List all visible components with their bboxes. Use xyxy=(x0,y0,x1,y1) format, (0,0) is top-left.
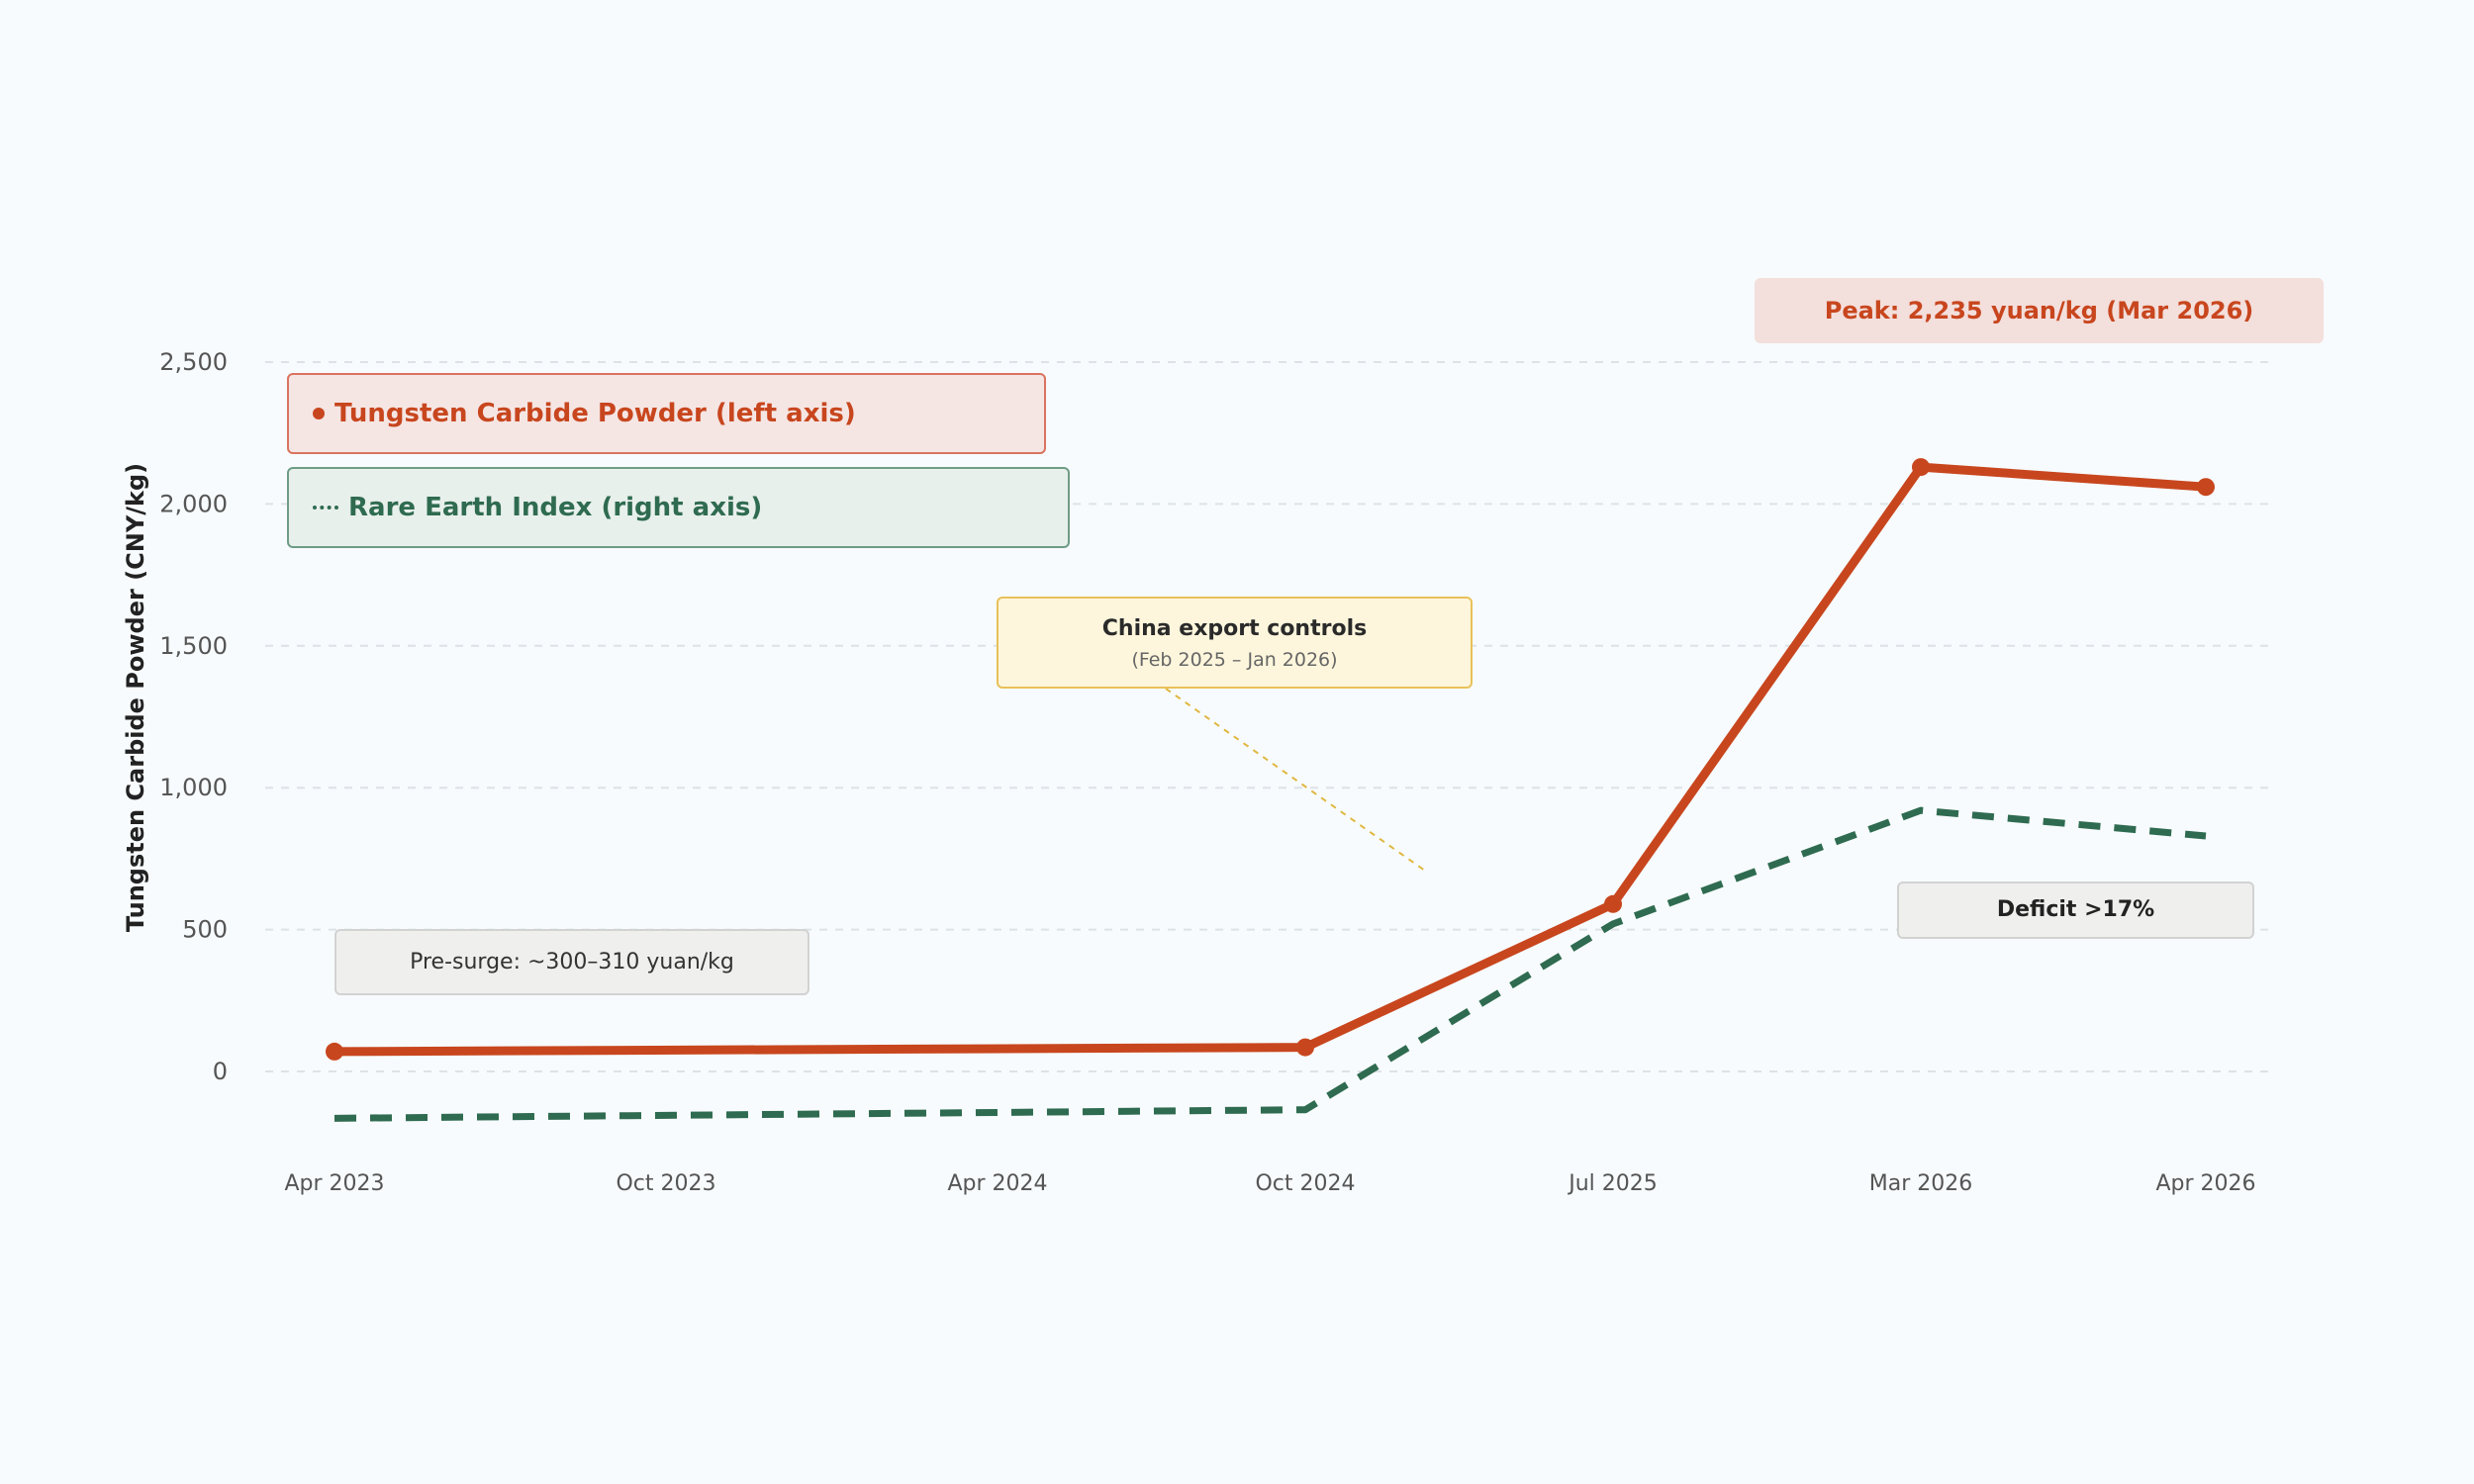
y-tick-label: 2,500 xyxy=(159,348,228,376)
y-axis-label: Tungsten Carbide Powder (CNY/kg) xyxy=(122,463,149,932)
tungsten-data-point xyxy=(1604,894,1622,913)
export-controls-title: China export controls xyxy=(1101,616,1368,641)
x-tick-label: Apr 2026 xyxy=(2155,1171,2255,1196)
y-tick-label: 500 xyxy=(182,916,228,944)
x-tick-label: Oct 2023 xyxy=(616,1171,715,1196)
presurge-annotation: Pre-surge: ~300–310 yuan/kg xyxy=(334,929,809,995)
x-tick-label: Oct 2024 xyxy=(1255,1171,1355,1196)
deficit-annotation: Deficit >17% xyxy=(1897,881,2254,939)
legend-dot-icon xyxy=(313,408,325,419)
annotation-connector xyxy=(1165,688,1426,872)
legend-dash-icon xyxy=(313,506,338,510)
x-tick-label: Apr 2023 xyxy=(284,1171,384,1196)
x-tick-label: Mar 2026 xyxy=(1869,1171,1973,1196)
tungsten-data-point xyxy=(326,1042,343,1061)
x-tick-label: Jul 2025 xyxy=(1567,1171,1658,1196)
y-axis-ticks: 0 500 1,000 1,500 2,000 2,500 xyxy=(159,348,228,1085)
legend-rare-earth-label: Rare Earth Index (right axis) xyxy=(348,493,763,522)
export-controls-dates: (Feb 2025 – Jan 2026) xyxy=(1131,649,1338,671)
export-controls-annotation: China export controls (Feb 2025 – Jan 20… xyxy=(997,597,1473,689)
x-tick-label: Apr 2024 xyxy=(947,1171,1047,1196)
y-tick-label: 0 xyxy=(213,1058,228,1085)
rare-earth-series-line xyxy=(333,806,2207,1122)
tungsten-data-point xyxy=(2197,478,2215,497)
y-tick-label: 1,500 xyxy=(159,632,228,660)
legend-tungsten: Tungsten Carbide Powder (left axis) xyxy=(287,373,1046,454)
legend-rare-earth: Rare Earth Index (right axis) xyxy=(287,467,1070,548)
tungsten-data-point xyxy=(1912,458,1930,477)
y-tick-label: 1,000 xyxy=(159,774,228,801)
series-lines xyxy=(326,458,2215,1122)
x-axis-ticks: Apr 2023 Oct 2023 Apr 2024 Oct 2024 Jul 2025… xyxy=(284,1171,2255,1196)
y-tick-label: 2,000 xyxy=(159,490,228,517)
legend-tungsten-label: Tungsten Carbide Powder (left axis) xyxy=(334,399,856,428)
peak-annotation: Peak: 2,235 yuan/kg (Mar 2026) xyxy=(1755,278,2324,343)
tungsten-data-point xyxy=(1296,1038,1314,1057)
